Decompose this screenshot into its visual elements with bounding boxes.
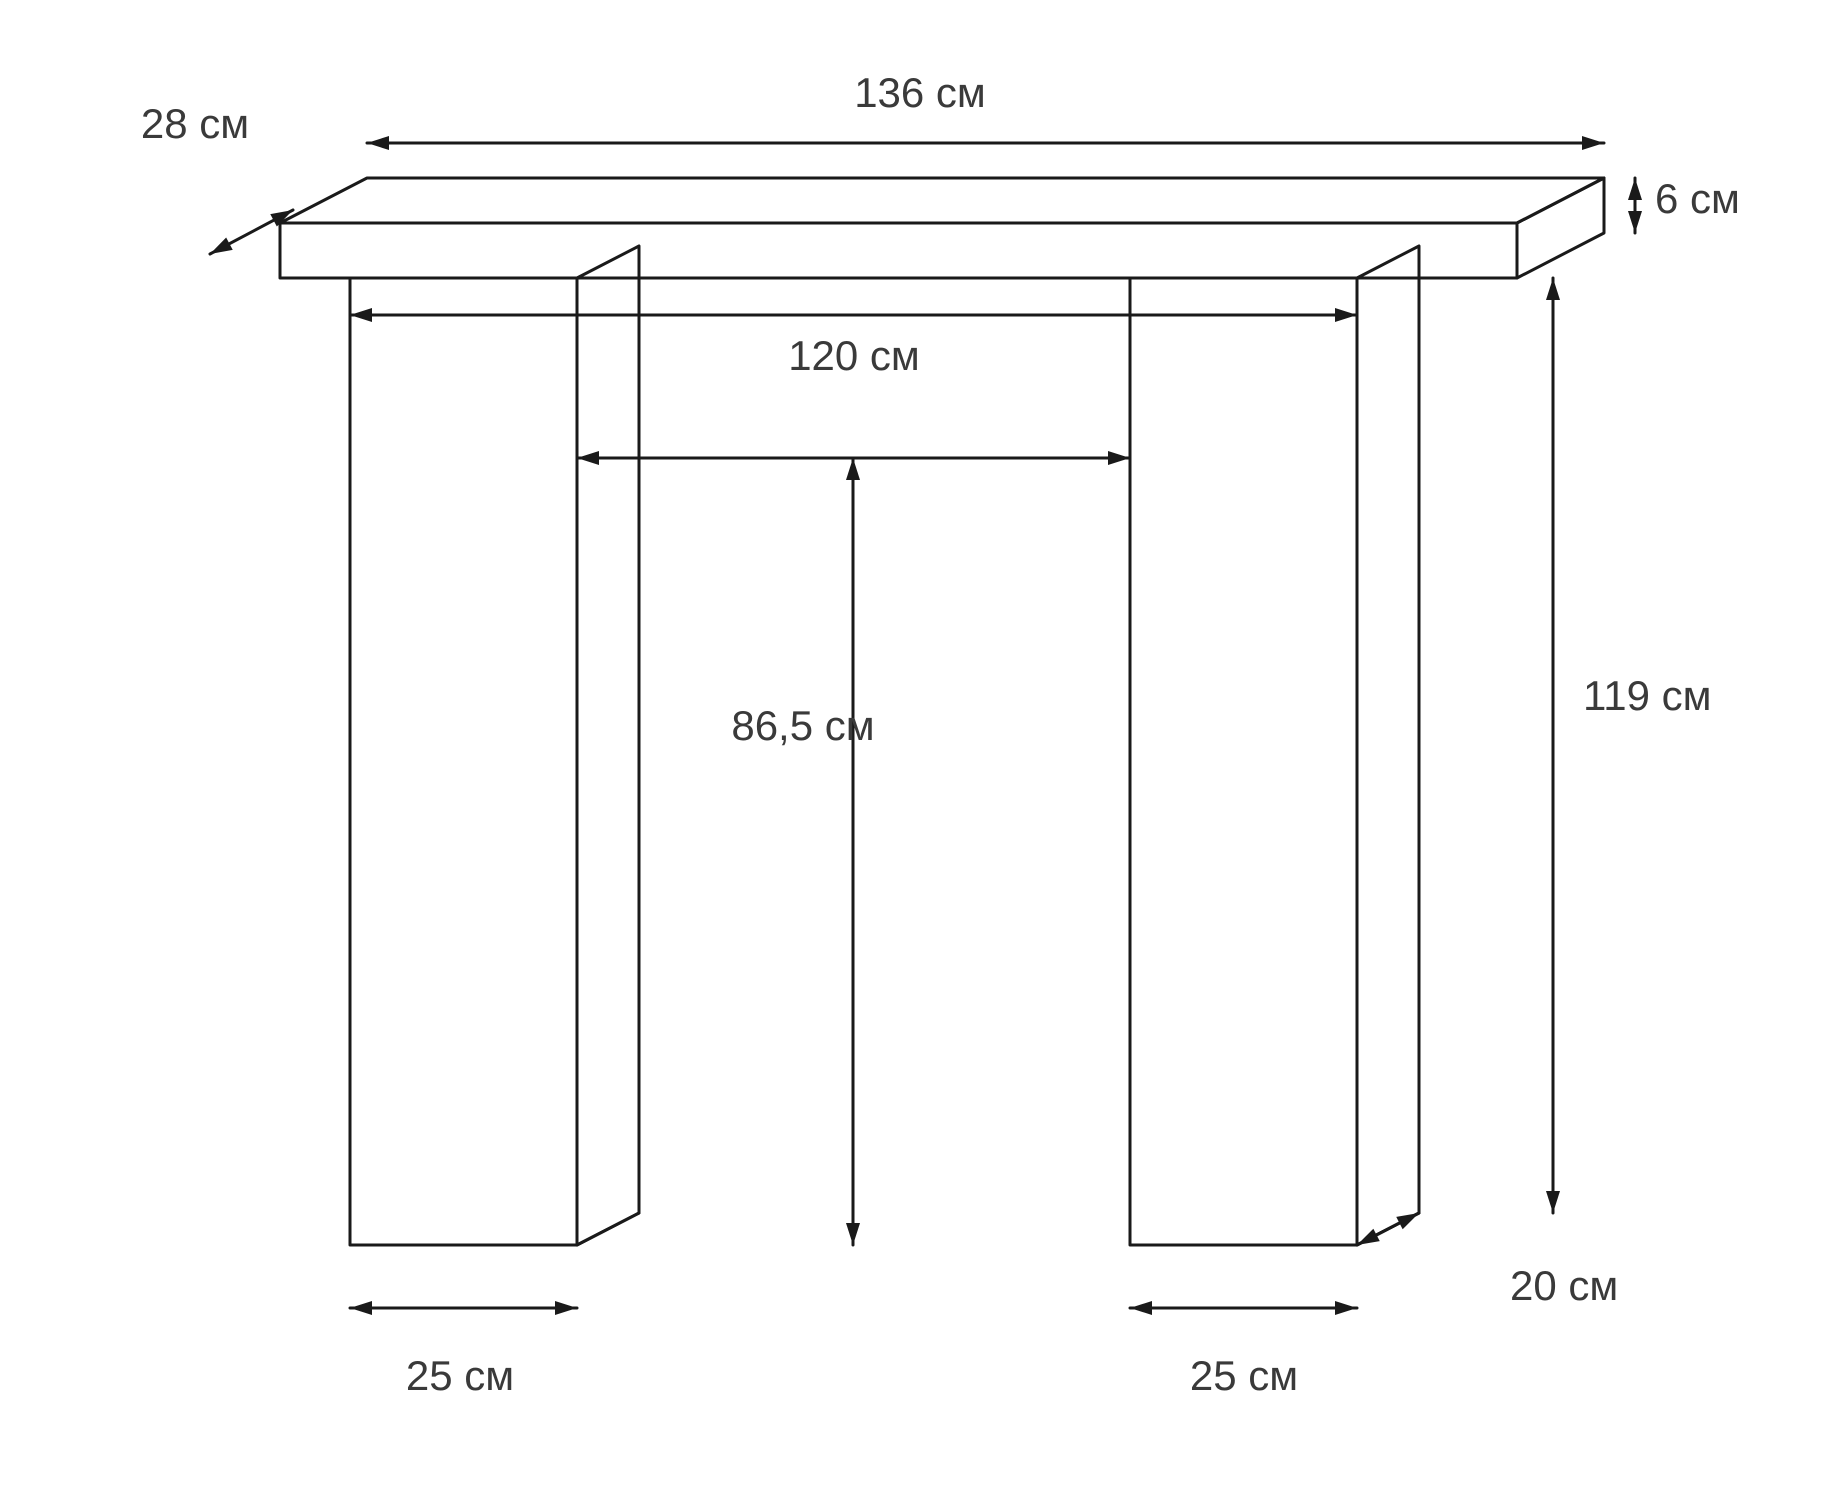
dim-label-d28: 28 см	[141, 100, 249, 147]
dim-label-d136: 136 см	[854, 69, 986, 116]
dim-label-d120: 120 см	[788, 332, 920, 379]
dim-label-d119: 119 см	[1583, 672, 1712, 719]
dim-label-d25_r: 25 см	[1190, 1352, 1298, 1399]
dim-label-d20: 20 см	[1510, 1262, 1618, 1309]
dim-label-d6: 6 см	[1655, 175, 1740, 222]
dim-label-d25_l: 25 см	[406, 1352, 514, 1399]
dim-label-d86_5: 86,5 см	[731, 702, 874, 749]
